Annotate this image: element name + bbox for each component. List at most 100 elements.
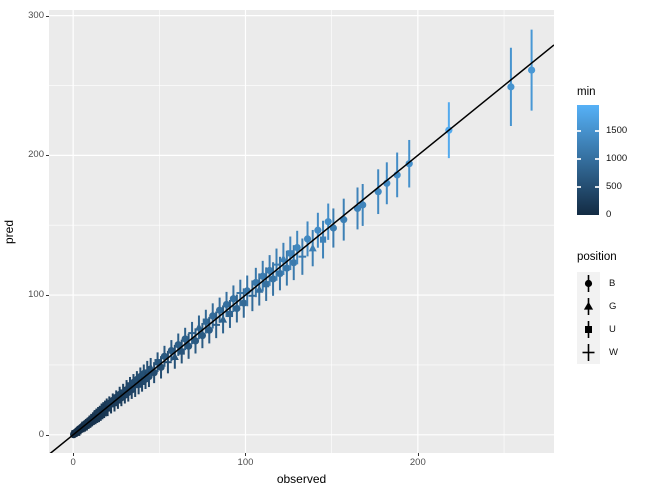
x-tick-label: 200 xyxy=(409,457,426,468)
point-mark-circle xyxy=(359,201,367,209)
point-mark-circle xyxy=(269,275,277,283)
legend-key xyxy=(577,272,600,295)
colorbar-tick-mark xyxy=(577,130,581,133)
point-mark-circle xyxy=(191,337,200,345)
point-mark-square xyxy=(202,318,209,325)
point-mark-square xyxy=(178,348,185,355)
x-tick-mark xyxy=(245,453,247,456)
legend-item-w: W xyxy=(577,341,647,364)
point-mark-circle xyxy=(160,352,169,360)
colorbar-tick-label: 0 xyxy=(606,209,612,220)
point-mark-circle xyxy=(293,243,301,252)
point-mark-circle xyxy=(185,342,193,350)
colorbar-tick-label: 1500 xyxy=(606,125,628,137)
colorbar-tick-mark xyxy=(595,158,599,161)
x-tick-mark xyxy=(73,453,75,456)
point-mark-circle xyxy=(324,218,332,226)
point-mark-circle xyxy=(507,83,515,91)
y-tick-label: 300 xyxy=(28,9,44,21)
point-mark-circle xyxy=(174,341,182,349)
position-legend-title: position xyxy=(577,251,617,263)
point-mark-circle xyxy=(303,235,312,243)
colorbar-tick-mark xyxy=(595,130,599,133)
pointrange-plus-icon xyxy=(582,344,595,361)
point-mark-circle xyxy=(181,335,189,343)
plot-area xyxy=(49,10,554,453)
legend-item-b: B xyxy=(577,272,647,295)
y-tick-label: 100 xyxy=(28,289,44,301)
point-mark-triangle xyxy=(255,285,264,293)
x-tick-label: 100 xyxy=(237,457,254,468)
point-mark-circle xyxy=(290,259,298,267)
point-mark-triangle xyxy=(134,380,143,388)
colorbar-tick-mark xyxy=(577,158,581,161)
colorbar-legend: min 1500 1000 500 0 xyxy=(577,86,647,246)
identity-line xyxy=(49,44,554,453)
plot-panel xyxy=(49,10,554,453)
point-mark-square xyxy=(226,310,234,318)
point-mark-triangle xyxy=(146,363,155,371)
point-mark-square xyxy=(154,359,161,366)
y-tick-label: 0 xyxy=(38,428,44,440)
point-mark-circle xyxy=(229,295,238,303)
point-mark-circle xyxy=(259,272,267,280)
point-mark-square xyxy=(319,236,327,243)
colorbar-tick-mark xyxy=(577,186,581,188)
point-mark-circle xyxy=(198,332,206,340)
point-mark-triangle xyxy=(279,254,288,263)
legend-key xyxy=(577,318,600,341)
colorbar-area: 1500 1000 500 0 xyxy=(577,105,647,225)
colorbar-tick-label: 1000 xyxy=(606,153,628,165)
legend-item-label: U xyxy=(609,324,616,335)
point-mark-square xyxy=(287,250,294,257)
point-mark-triangle xyxy=(110,398,119,407)
point-mark-square xyxy=(114,397,122,404)
y-tick-mark xyxy=(46,295,49,297)
point-mark-circle xyxy=(283,264,291,272)
pointrange-triangle-icon xyxy=(583,298,594,315)
x-tick-label: 0 xyxy=(70,457,76,468)
position-legend: position B G xyxy=(577,251,647,364)
point-mark-circle xyxy=(314,226,322,234)
legend-key xyxy=(577,341,600,364)
pointrange-square-icon xyxy=(585,321,592,338)
point-mark-circle xyxy=(266,266,274,275)
x-tick-mark xyxy=(417,453,419,456)
point-mark-circle xyxy=(240,299,248,307)
point-mark-circle xyxy=(233,304,241,313)
x-axis-title: observed xyxy=(276,472,327,486)
colorbar-title: min xyxy=(577,86,596,98)
point-mark-square xyxy=(263,281,270,288)
point-mark-square xyxy=(126,382,134,389)
legend-item-label: G xyxy=(609,301,617,312)
panel-background xyxy=(49,10,554,453)
colorbar-gradient xyxy=(577,105,599,215)
y-axis-title: pred xyxy=(2,219,16,245)
point-mark-circle xyxy=(276,269,284,278)
point-mark-circle xyxy=(205,326,213,334)
y-tick-mark xyxy=(46,155,49,157)
pointrange-circle-icon xyxy=(584,275,593,292)
point-mark-square xyxy=(104,405,111,412)
point-mark-circle xyxy=(527,66,536,74)
point-mark-triangle xyxy=(219,315,228,323)
colorbar-tick-label: 500 xyxy=(606,181,622,192)
legend-item-g: G xyxy=(577,295,647,318)
y-tick-label: 200 xyxy=(28,149,44,161)
point-mark-circle xyxy=(167,346,175,355)
colorbar-tick-mark xyxy=(595,186,599,188)
point-mark-circle xyxy=(209,312,217,320)
point-mark-triangle xyxy=(308,243,317,252)
point-mark-square xyxy=(138,378,146,385)
y-tick-mark xyxy=(46,15,49,17)
legend-key xyxy=(577,295,600,318)
point-mark-circle xyxy=(222,300,231,309)
y-tick-mark xyxy=(46,434,49,436)
point-mark-triangle xyxy=(170,352,179,361)
legend-item-label: W xyxy=(609,347,618,358)
point-mark-triangle xyxy=(194,322,203,331)
point-mark-circle xyxy=(405,160,413,168)
point-mark-circle xyxy=(216,306,224,314)
legend-item-u: U xyxy=(577,318,647,341)
